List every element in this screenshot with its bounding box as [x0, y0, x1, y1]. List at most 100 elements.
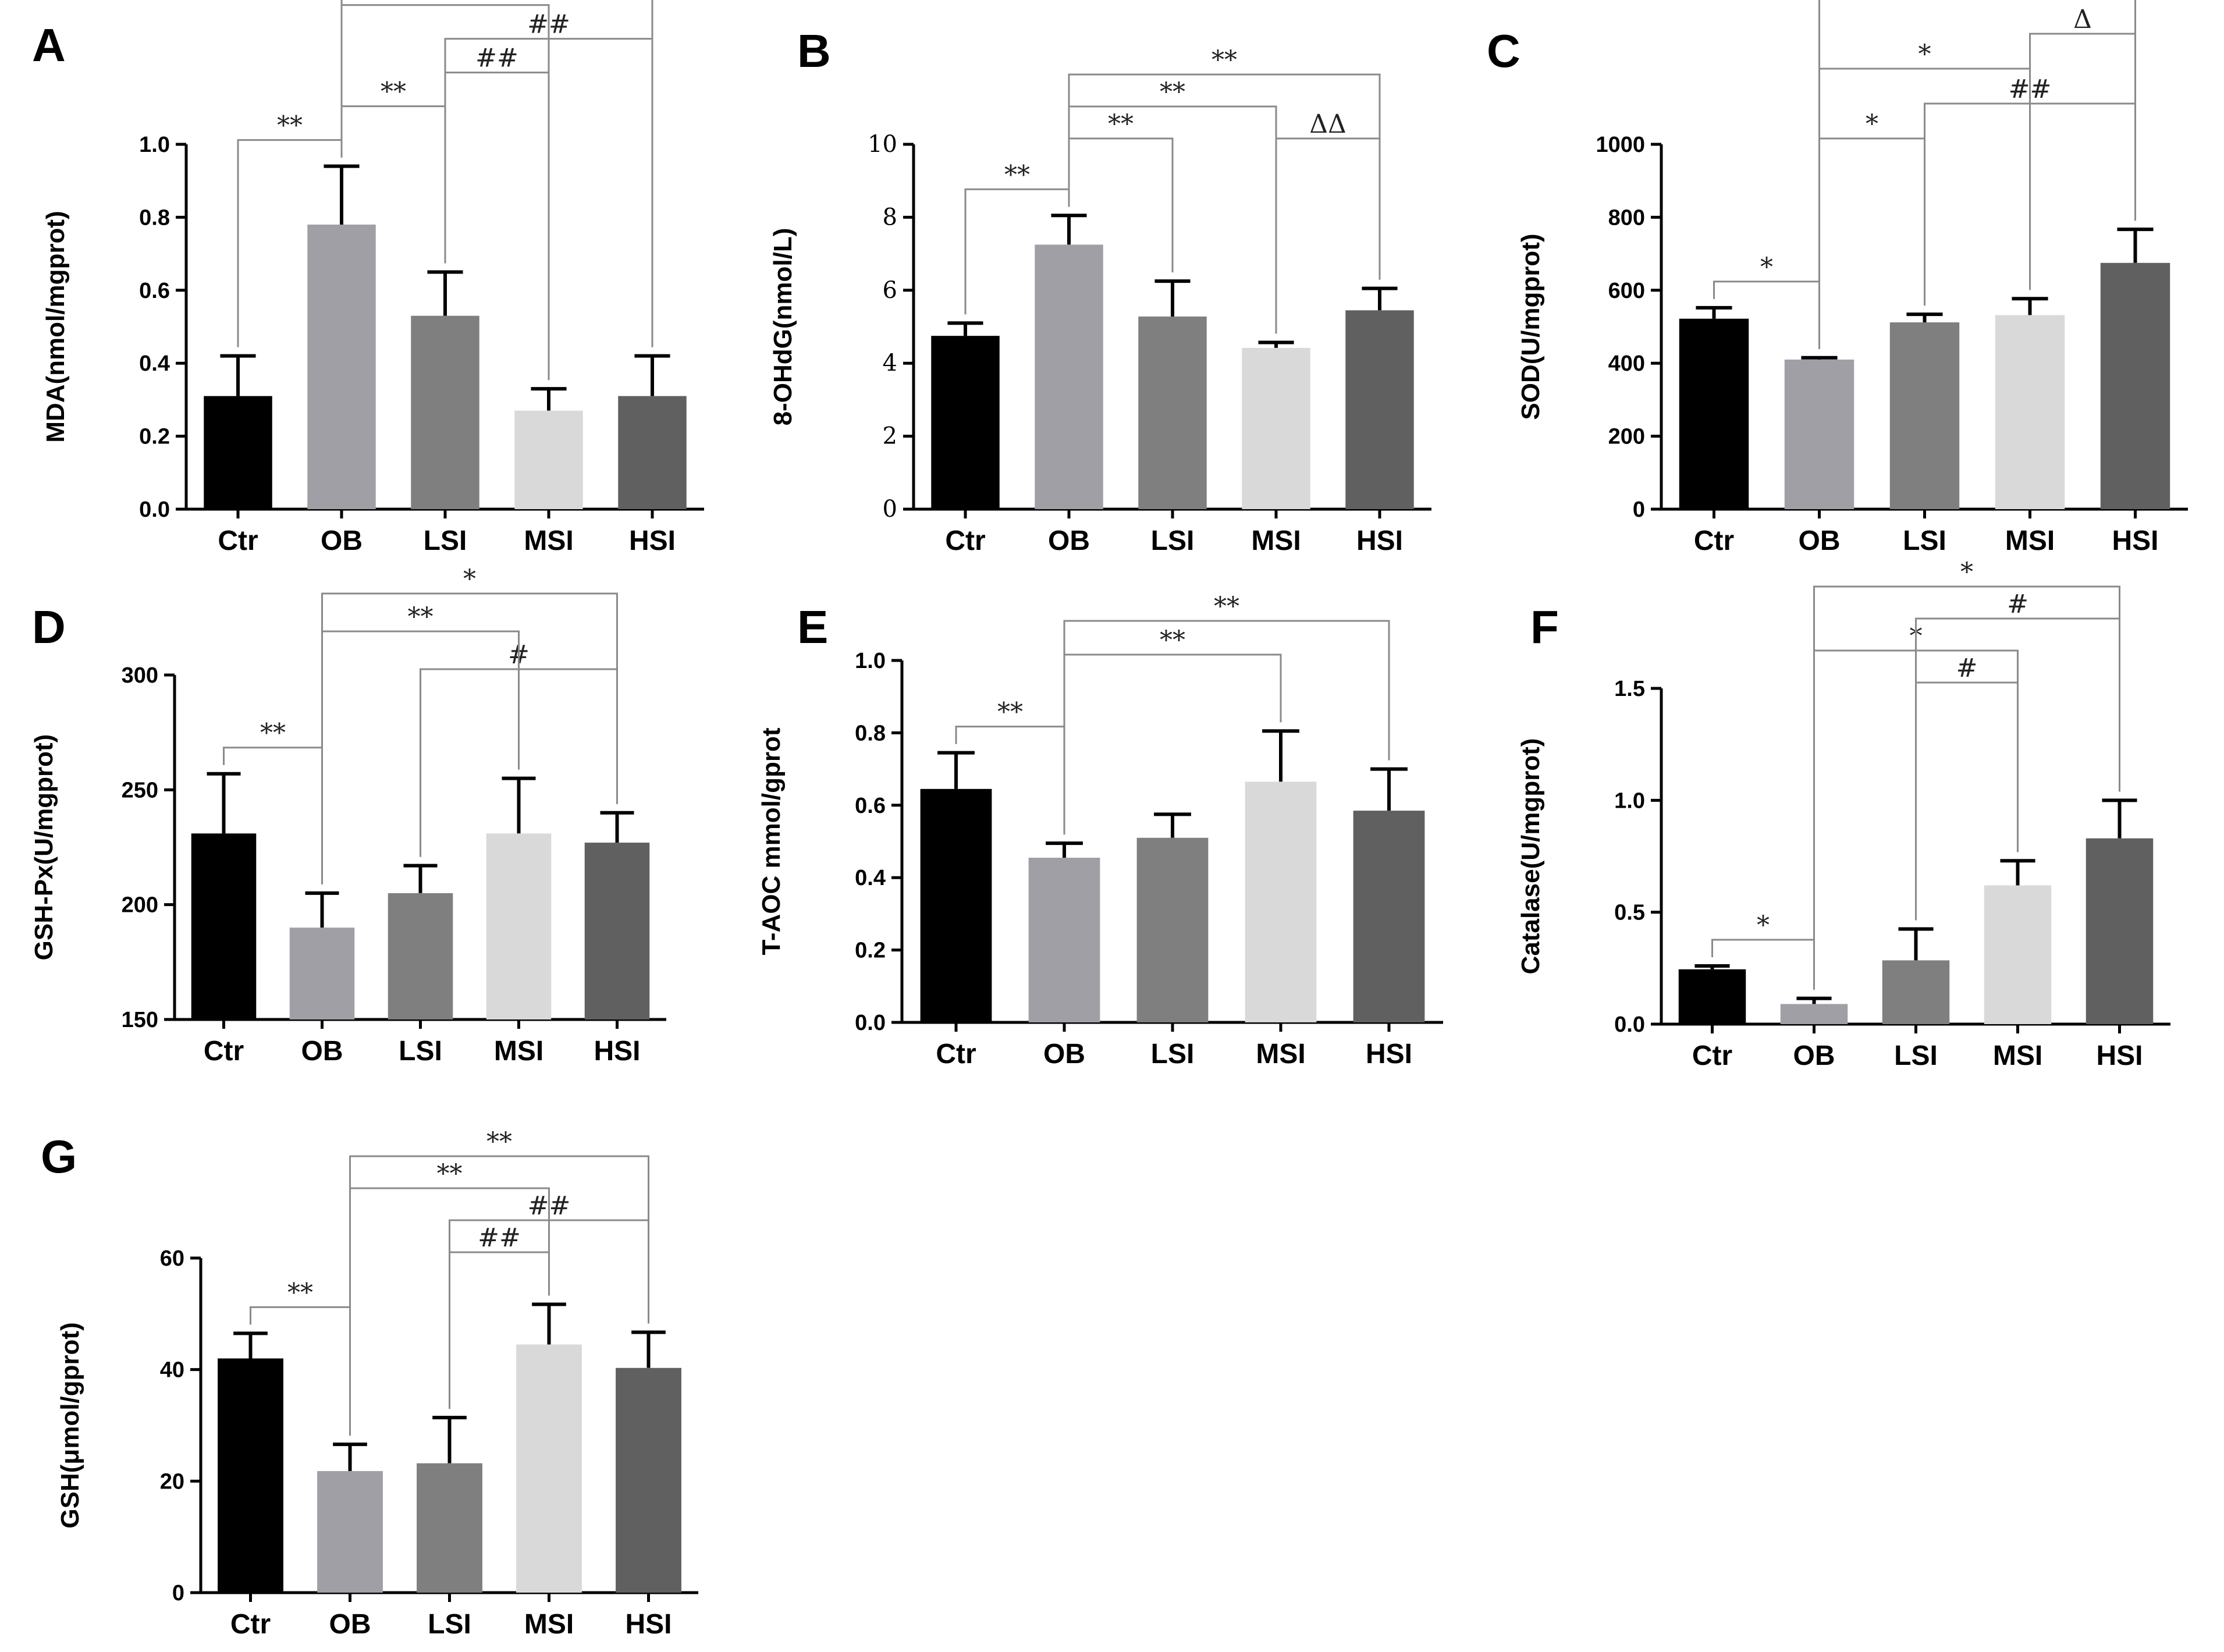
bar-hsi — [584, 843, 650, 1019]
bar-ctr — [191, 833, 257, 1019]
chart-panel-d: D GSH-Px(U/mgprot) 150 200 250 300 Ctr OB LSI MSI… — [30, 564, 666, 1067]
x-tick-label: Ctr — [1694, 525, 1734, 556]
chart-panel-e: E T-AOC mmol/gprot 0.0 0.2 0.4 0.6 0.8 1.0 Ctr OB… — [757, 592, 1443, 1070]
chart-panel-g: G GSH(μmol/gprot) 0 20 40 60 Ctr OB LSI MSI HSI ** #… — [41, 1127, 698, 1640]
x-tick-label: OB — [1793, 1040, 1835, 1071]
bar-ctr — [218, 1358, 283, 1593]
y-tick-label: 0 — [883, 496, 897, 523]
bar-ctr — [204, 396, 272, 509]
x-tick-label: MSI — [1993, 1040, 2042, 1071]
y-tick-label: 200 — [1608, 425, 1645, 449]
bar-lsi — [1889, 322, 1960, 509]
y-tick-label: 0.0 — [855, 1011, 886, 1035]
significance-label: ** — [1214, 592, 1239, 621]
bar-msi — [1242, 347, 1310, 509]
y-axis-label: GSH(μmol/gprot) — [56, 1322, 84, 1528]
bar-ob — [289, 928, 355, 1019]
y-tick-label: 0.0 — [1614, 1012, 1645, 1037]
x-tick-label: HSI — [2096, 1040, 2143, 1071]
significance-label: * — [463, 564, 476, 594]
significance-bracket — [2029, 33, 2136, 290]
x-tick-label: MSI — [2005, 525, 2055, 556]
x-tick-label: Ctr — [218, 525, 258, 556]
x-tick-label: LSI — [1894, 1040, 1938, 1071]
significance-label: ** — [1160, 626, 1185, 655]
bar-lsi — [1138, 316, 1207, 509]
significance-label: ## — [475, 44, 518, 73]
y-tick-label: 10 — [868, 131, 897, 158]
y-tick-label: 200 — [122, 893, 158, 918]
y-tick-label: 0.0 — [139, 498, 170, 522]
x-tick-label: OB — [301, 1036, 343, 1067]
significance-label: ** — [287, 1278, 313, 1308]
significance-bracket — [1915, 681, 2019, 921]
x-tick-label: HSI — [1356, 525, 1403, 556]
y-tick-label: 800 — [1608, 205, 1645, 230]
y-tick-label: 40 — [160, 1358, 184, 1383]
significance-label: * — [1866, 109, 1878, 139]
significance-bracket — [1818, 137, 1925, 349]
y-tick-label: 0.4 — [855, 866, 886, 890]
bar-ob — [317, 1471, 383, 1593]
y-tick-label: 2 — [883, 423, 897, 450]
panel-letter: F — [1530, 601, 1559, 653]
x-tick-label: LSI — [399, 1036, 442, 1067]
bar-lsi — [388, 893, 453, 1019]
bar-ctr — [931, 336, 1000, 509]
significance-label: ** — [1004, 160, 1030, 190]
x-tick-label: Ctr — [204, 1036, 244, 1067]
y-axis-label: T-AOC mmol/gprot — [757, 727, 786, 955]
bar-hsi — [616, 1367, 681, 1593]
significance-label: ** — [437, 1159, 463, 1189]
panel-letter: D — [32, 601, 66, 653]
x-tick-label: MSI — [1251, 525, 1301, 556]
y-tick-label: 600 — [1608, 279, 1645, 303]
significance-bracket — [321, 592, 618, 884]
significance-label: ** — [432, 0, 458, 6]
bar-ob — [1035, 244, 1103, 509]
chart-panel-f: F Catalase(U/mgprot) 0.0 0.5 1.0 1.5 Ctr OB LSI M… — [1516, 557, 2170, 1071]
x-tick-label: HSI — [1366, 1039, 1412, 1070]
panel-letter: A — [32, 19, 66, 71]
y-tick-label: 400 — [1608, 351, 1645, 376]
panel-letter: C — [1487, 25, 1520, 77]
x-tick-label: Ctr — [230, 1609, 271, 1640]
x-tick-label: HSI — [2112, 525, 2158, 556]
x-tick-label: LSI — [424, 525, 467, 556]
x-tick-label: Ctr — [936, 1039, 976, 1070]
significance-bracket — [1818, 0, 2136, 349]
bar-msi — [1984, 885, 2052, 1024]
x-tick-label: LSI — [428, 1609, 471, 1640]
bar-hsi — [1345, 310, 1414, 509]
y-tick-label: 20 — [160, 1469, 184, 1494]
y-tick-label: 0.5 — [1614, 901, 1645, 925]
x-tick-label: Ctr — [1692, 1040, 1732, 1071]
y-tick-label: 1.5 — [1614, 677, 1645, 701]
significance-label: ## — [478, 1223, 521, 1253]
bar-lsi — [411, 315, 479, 509]
x-tick-label: MSI — [524, 525, 573, 556]
x-tick-label: MSI — [1256, 1039, 1305, 1070]
bar-msi — [1245, 781, 1317, 1022]
y-tick-label: 8 — [883, 204, 897, 230]
bar-ob — [307, 224, 376, 509]
panel-letter: B — [797, 25, 831, 77]
bar-hsi — [2086, 838, 2154, 1024]
x-tick-label: OB — [329, 1609, 371, 1640]
significance-label: # — [2007, 589, 2028, 619]
significance-bracket — [1068, 73, 1381, 280]
bar-ctr — [1678, 969, 1746, 1024]
x-tick-label: LSI — [1151, 1039, 1195, 1070]
significance-label: ** — [381, 77, 406, 107]
y-axis-label: GSH-Px(U/mgprot) — [30, 734, 58, 961]
significance-label: ** — [1212, 45, 1237, 75]
bar-lsi — [1136, 837, 1209, 1022]
x-tick-label: OB — [1043, 1039, 1085, 1070]
y-tick-label: 6 — [883, 277, 897, 304]
y-tick-label: 4 — [883, 350, 897, 376]
y-tick-label: 1.0 — [139, 133, 170, 157]
significance-label: ** — [408, 602, 434, 632]
bar-lsi — [417, 1463, 482, 1593]
bar-hsi — [2100, 262, 2170, 509]
bar-ctr — [1679, 318, 1749, 509]
